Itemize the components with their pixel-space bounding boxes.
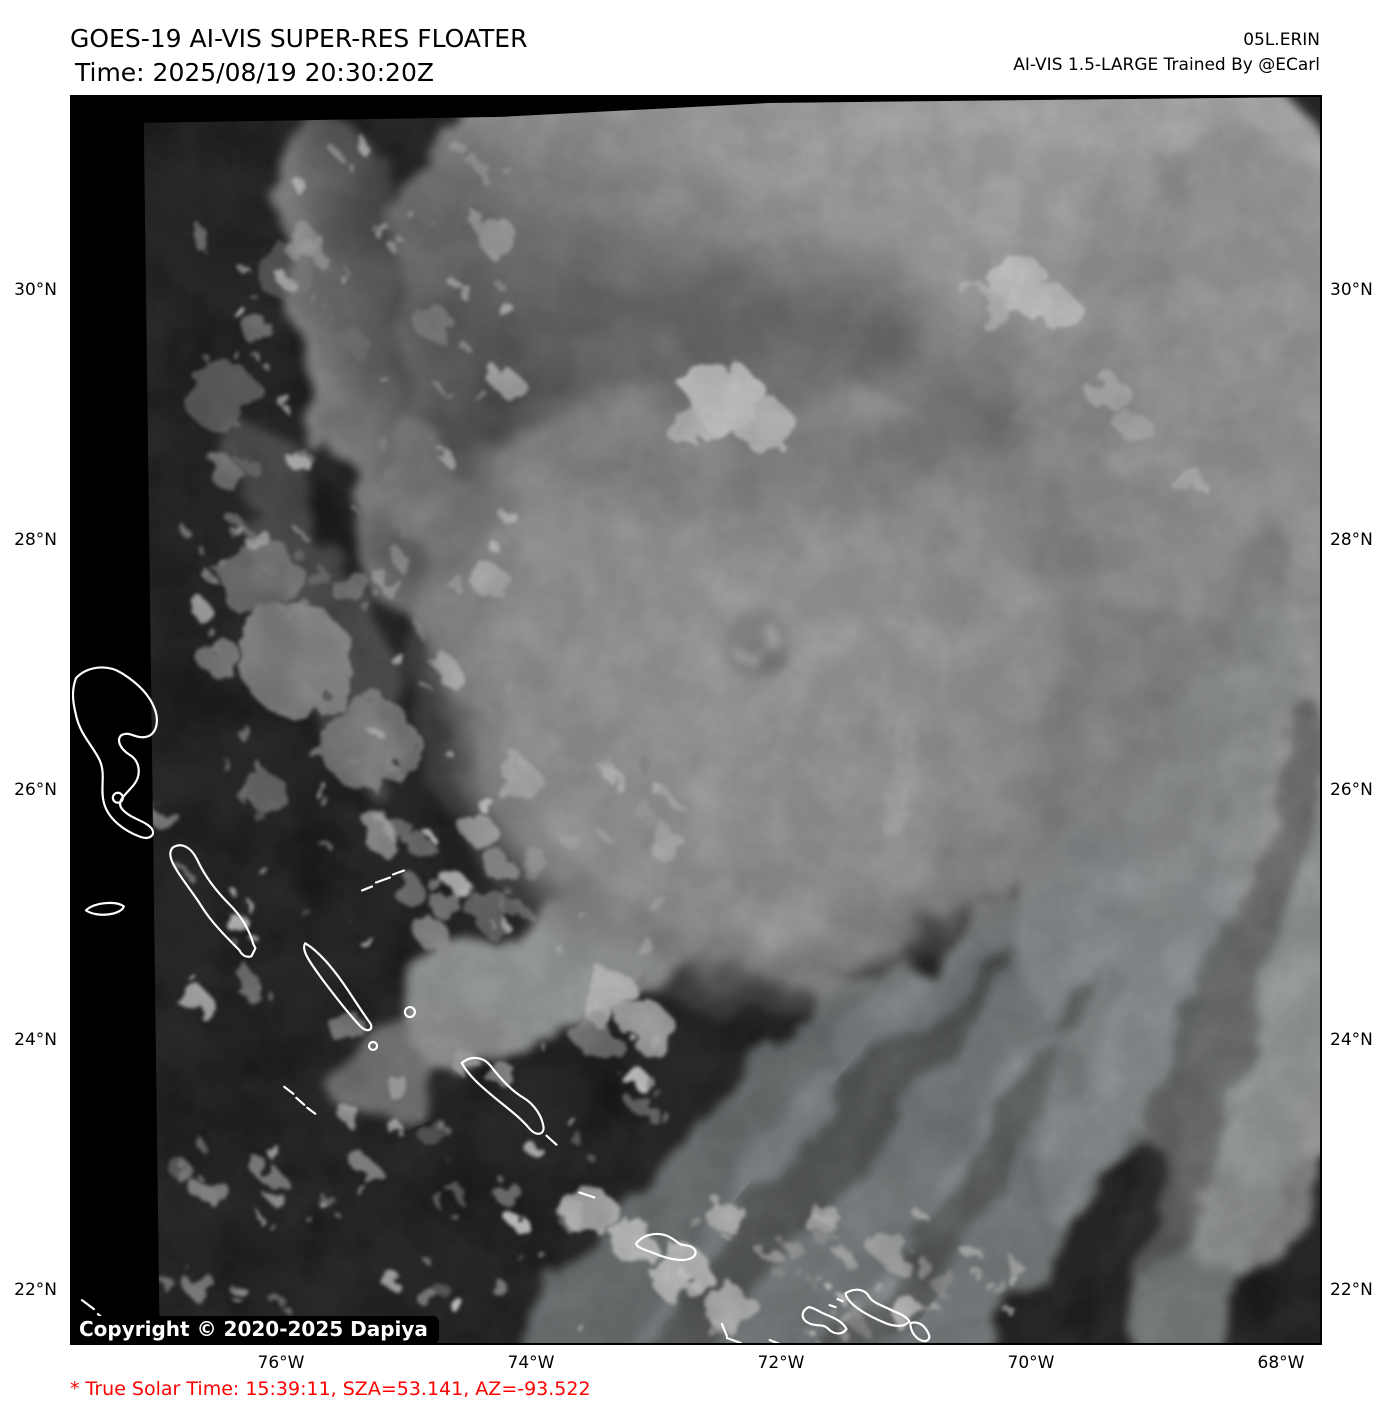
coastlines-overlay: [72, 666, 931, 1343]
coastline-rum-cay: [367, 1040, 379, 1052]
coastline-providenciales: [801, 1298, 848, 1335]
lat-tick-right-26n: 26°N: [1330, 780, 1373, 800]
lat-tick-right-28n: 28°N: [1330, 530, 1373, 550]
lat-tick-left-24n: 24°N: [14, 1030, 57, 1050]
copyright-badge: Copyright © 2020-2025 Dapiya: [70, 1316, 439, 1344]
lat-tick-right-24n: 24°N: [1330, 1030, 1373, 1050]
satellite-cloud-art: [72, 97, 1320, 1343]
coastline-exuma-cays: [360, 869, 406, 892]
coastline-caicos: [844, 1288, 911, 1327]
lon-tick-68w: 68°W: [1257, 1353, 1305, 1373]
coastline-mayaguana: [635, 1232, 697, 1262]
coastline-east-caicos: [909, 1321, 931, 1343]
coastline-long-island: [303, 942, 373, 1032]
lat-tick-left-30n: 30°N: [14, 280, 57, 300]
cloud-layers: [143, 97, 1320, 1343]
coastline-crooked-acklins: [460, 1056, 558, 1146]
lat-tick-right-30n: 30°N: [1330, 280, 1373, 300]
coastline-small-cays: [80, 1299, 781, 1343]
storm-id-label: 05L.ERIN: [1243, 30, 1320, 50]
lon-tick-70w: 70°W: [1007, 1353, 1055, 1373]
coastline-new-providence: [84, 901, 125, 916]
solar-time-note: * True Solar Time: 15:39:11, SZA=53.141,…: [70, 1378, 591, 1400]
lon-tick-72w: 72°W: [757, 1353, 805, 1373]
lat-tick-left-26n: 26°N: [14, 780, 57, 800]
model-credit-label: AI-VIS 1.5-LARGE Trained By @ECarl: [1013, 55, 1320, 75]
header-right-block: 05L.ERIN AI-VIS 1.5-LARGE Trained By @EC…: [1013, 28, 1320, 78]
image-timestamp: Time: 2025/08/19 20:30:20Z: [75, 58, 434, 87]
lat-tick-right-22n: 22°N: [1330, 1280, 1373, 1300]
lon-tick-74w: 74°W: [507, 1353, 555, 1373]
coastline-ragged-cays: [283, 1085, 317, 1115]
coastline-cat-island: [169, 844, 257, 958]
page-title: GOES-19 AI-VIS SUPER-RES FLOATER: [70, 24, 528, 53]
coastline-islet: [111, 791, 124, 804]
satellite-map: [70, 95, 1322, 1345]
lat-tick-left-22n: 22°N: [14, 1280, 57, 1300]
lon-tick-76w: 76°W: [257, 1353, 305, 1373]
coastline-plana-cays: [578, 1191, 596, 1199]
coastline-san-salvador: [403, 1005, 416, 1019]
lat-tick-left-28n: 28°N: [14, 530, 57, 550]
